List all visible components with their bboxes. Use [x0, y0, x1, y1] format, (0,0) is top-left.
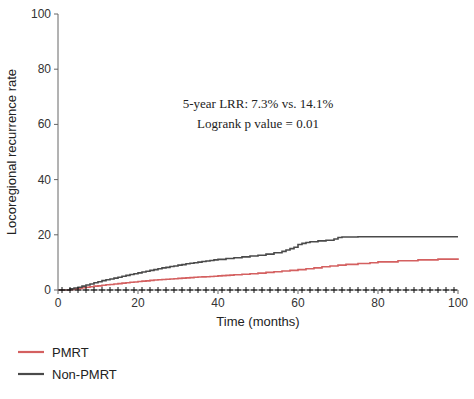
censor-mark [107, 287, 113, 293]
censor-mark [379, 287, 385, 293]
y-tick [54, 14, 58, 15]
censor-mark [75, 287, 81, 293]
censor-mark [171, 287, 177, 293]
series-line [58, 237, 458, 290]
censor-mark [331, 287, 337, 293]
censor-mark [443, 287, 449, 293]
x-tick [138, 290, 139, 294]
censor-mark [227, 287, 233, 293]
censor-mark [211, 287, 217, 293]
y-tick-label: 60 [38, 117, 52, 131]
x-tick-label: 0 [55, 296, 62, 310]
censor-mark [155, 287, 161, 293]
x-tick [458, 290, 459, 294]
y-tick-label: 20 [38, 228, 52, 242]
x-tick [218, 290, 219, 294]
censor-mark [115, 287, 121, 293]
y-tick [54, 69, 58, 70]
x-tick-label: 80 [371, 296, 385, 310]
censor-mark [387, 287, 393, 293]
chart: 0 20 40 60 80 100 0 20 40 60 80 100 Time (months) Loc… [0, 0, 474, 399]
censor-mark [291, 287, 297, 293]
x-tick-label: 40 [211, 296, 225, 310]
legend-label: PMRT [52, 345, 89, 360]
censor-mark [363, 287, 369, 293]
x-tick-label: 100 [448, 296, 468, 310]
y-tick-label: 0 [44, 283, 51, 297]
legend-swatch [18, 351, 44, 353]
y-axis-label: Locoregional recurrence rate [4, 69, 19, 235]
y-axis [58, 14, 59, 290]
y-tick-label: 100 [31, 7, 51, 21]
censor-mark [163, 287, 169, 293]
censor-mark [235, 287, 241, 293]
annotation: 5-year LRR: 7.3% vs. 14.1% [183, 96, 334, 111]
censor-mark [91, 287, 97, 293]
censor-mark [83, 287, 89, 293]
censor-mark [251, 287, 257, 293]
series-line [58, 258, 458, 290]
censor-mark [315, 287, 321, 293]
censor-mark [451, 287, 457, 293]
legend-label: Non-PMRT [52, 367, 117, 382]
y-tick-label: 40 [38, 173, 52, 187]
censor-mark [147, 287, 153, 293]
censor-mark [299, 287, 305, 293]
censor-mark [187, 287, 193, 293]
annotation: Logrank p value = 0.01 [197, 116, 319, 131]
y-tick [54, 179, 58, 180]
x-tick-label: 60 [291, 296, 305, 310]
censor-mark [267, 287, 273, 293]
censor-mark [139, 287, 145, 293]
censor-mark [67, 287, 73, 293]
censor-mark [427, 287, 433, 293]
censor-mark [347, 287, 353, 293]
censor-mark [371, 287, 377, 293]
censor-mark [339, 287, 345, 293]
censor-mark [123, 287, 129, 293]
censor-mark [275, 287, 281, 293]
censor-mark [179, 287, 185, 293]
censor-mark [355, 287, 361, 293]
y-tick [54, 290, 58, 291]
x-tick [378, 290, 379, 294]
y-tick [54, 124, 58, 125]
censor-mark [323, 287, 329, 293]
y-tick [54, 234, 58, 235]
censor-mark [203, 287, 209, 293]
x-axis-label: Time (months) [216, 314, 299, 329]
x-tick-label: 20 [131, 296, 145, 310]
censor-mark [307, 287, 313, 293]
censor-mark [99, 287, 105, 293]
censor-mark [195, 287, 201, 293]
legend-swatch [18, 373, 44, 375]
censor-mark [435, 287, 441, 293]
censor-mark [59, 287, 65, 293]
censor-mark [131, 287, 137, 293]
censor-mark [403, 287, 409, 293]
censor-mark [243, 287, 249, 293]
censor-mark [259, 287, 265, 293]
censor-mark [411, 287, 417, 293]
censor-mark [419, 287, 425, 293]
x-tick [298, 290, 299, 294]
censor-mark [283, 287, 289, 293]
y-tick-label: 80 [38, 62, 52, 76]
censor-mark [395, 287, 401, 293]
plot-area [58, 237, 458, 293]
censor-mark [219, 287, 225, 293]
